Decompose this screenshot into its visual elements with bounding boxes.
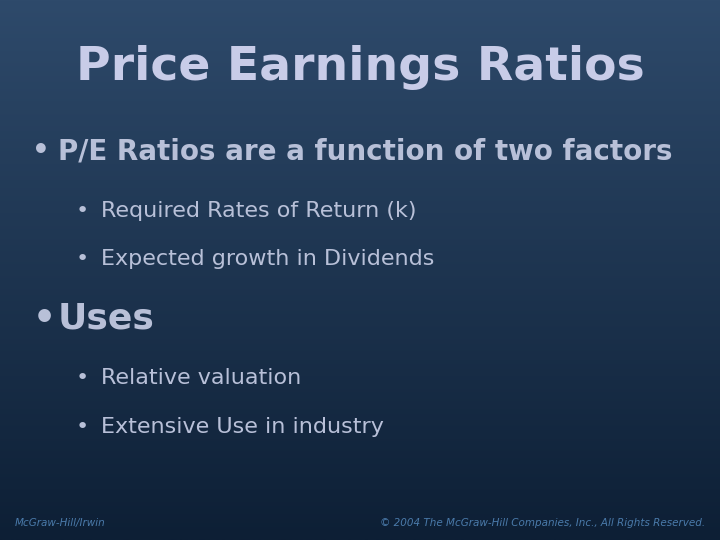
Text: •: • xyxy=(32,302,55,335)
Text: Price Earnings Ratios: Price Earnings Ratios xyxy=(76,45,644,90)
Text: Relative valuation: Relative valuation xyxy=(101,368,301,388)
Text: •: • xyxy=(32,137,50,165)
Text: Expected growth in Dividends: Expected growth in Dividends xyxy=(101,249,434,269)
Text: P/E Ratios are a function of two factors: P/E Ratios are a function of two factors xyxy=(58,137,672,165)
Text: Required Rates of Return (k): Required Rates of Return (k) xyxy=(101,200,416,221)
Text: Uses: Uses xyxy=(58,302,155,335)
Text: •: • xyxy=(76,200,89,221)
Text: •: • xyxy=(76,416,89,437)
Text: Extensive Use in industry: Extensive Use in industry xyxy=(101,416,384,437)
Text: •: • xyxy=(76,249,89,269)
Text: McGraw-Hill/Irwin: McGraw-Hill/Irwin xyxy=(14,518,105,528)
Text: •: • xyxy=(76,368,89,388)
Text: © 2004 The McGraw-Hill Companies, Inc., All Rights Reserved.: © 2004 The McGraw-Hill Companies, Inc., … xyxy=(380,518,706,528)
